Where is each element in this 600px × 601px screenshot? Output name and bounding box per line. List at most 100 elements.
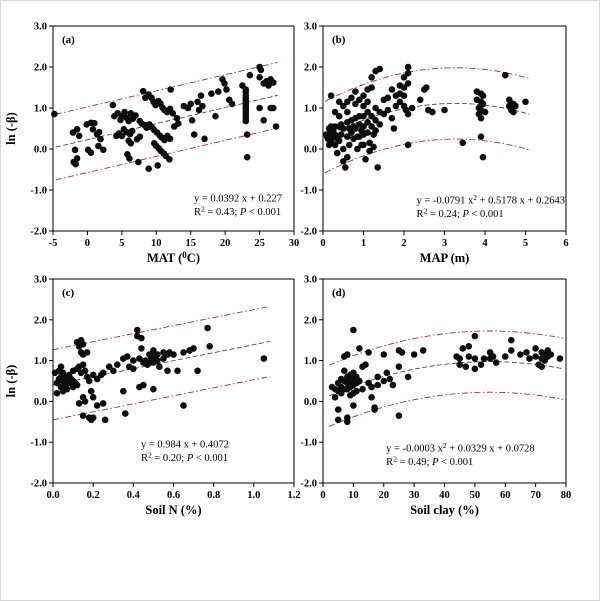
- data-point: [360, 141, 367, 149]
- data-point: [404, 69, 412, 77]
- data-point: [480, 355, 488, 362]
- data-point: [481, 108, 489, 116]
- data-point: [93, 402, 101, 409]
- data-point: [79, 412, 87, 420]
- x-tick-label: 1: [361, 238, 366, 249]
- data-point: [479, 153, 487, 161]
- regression-line: [55, 94, 278, 148]
- x-tick-label: 25: [254, 238, 265, 249]
- data-point: [341, 367, 348, 375]
- data-point: [532, 345, 539, 352]
- panel-b: 0 1 2 3 4 5 6 -2.0 -1.0 0.0 1.0 2.0 3.0 MAP (m) (b) y =…: [300, 22, 568, 266]
- data-point: [360, 112, 367, 120]
- equation-text: y = -0.0003 x2 + 0.0329 x + 0.0728: [386, 441, 534, 454]
- x-tick-label: 4: [482, 238, 488, 249]
- data-point: [368, 112, 375, 120]
- data-point: [175, 120, 182, 127]
- data-point: [87, 149, 95, 156]
- data-point: [118, 132, 126, 140]
- data-point: [404, 63, 412, 71]
- data-point: [145, 165, 152, 172]
- data-point: [331, 141, 339, 149]
- data-point: [135, 158, 142, 166]
- x-tick-label: 1.2: [287, 490, 300, 501]
- data-point: [335, 112, 343, 120]
- data-point: [180, 402, 187, 409]
- data-point: [187, 100, 194, 108]
- x-tick-label: 30: [289, 238, 300, 249]
- lower-confidence-band: [324, 138, 530, 174]
- data-point: [372, 127, 379, 134]
- data-point: [260, 117, 268, 124]
- data-point: [223, 86, 230, 93]
- data-point: [337, 131, 345, 138]
- data-point: [75, 400, 83, 407]
- data-point: [517, 351, 524, 358]
- x-tick-label: 5: [523, 238, 528, 249]
- data-point: [180, 349, 187, 356]
- data-point: [53, 389, 61, 397]
- x-tick-label: 10: [151, 238, 162, 249]
- data-point: [340, 102, 347, 110]
- data-point: [138, 345, 145, 352]
- data-point: [471, 355, 479, 362]
- data-point: [208, 90, 215, 97]
- data-point: [136, 133, 144, 140]
- data-point: [400, 74, 408, 81]
- data-point: [335, 98, 343, 106]
- data-point: [340, 145, 347, 153]
- x-tick-label: 2: [401, 238, 406, 249]
- stats-text: R2 = 0.20; P < 0.001: [141, 450, 228, 463]
- x-tick-label: 3: [442, 238, 447, 249]
- data-point: [73, 381, 81, 389]
- data-point: [371, 406, 378, 413]
- x-tick-label: 10: [348, 490, 359, 501]
- data-point: [441, 106, 448, 114]
- x-tick-label: 6: [563, 238, 568, 249]
- data-point: [429, 108, 436, 116]
- data-point: [459, 345, 467, 352]
- data-point: [169, 110, 177, 117]
- data-point: [384, 106, 392, 114]
- data-point: [91, 119, 98, 127]
- data-point: [365, 349, 372, 356]
- data-point: [63, 385, 71, 393]
- data-point: [398, 349, 406, 356]
- data-point: [404, 373, 412, 381]
- y-axis-title: ln (-β): [4, 365, 18, 398]
- data-point: [101, 416, 109, 424]
- data-point: [368, 84, 375, 91]
- data-point: [368, 383, 375, 391]
- data-point: [270, 79, 277, 86]
- data-point: [81, 398, 89, 405]
- y-tick-label: 1.0: [34, 104, 47, 115]
- data-point: [523, 349, 530, 356]
- data-point: [380, 377, 388, 385]
- data-point: [344, 133, 351, 140]
- data-point: [246, 71, 254, 79]
- data-point: [410, 351, 418, 358]
- data-point: [105, 363, 113, 371]
- data-point: [257, 66, 265, 74]
- data-point: [380, 351, 388, 358]
- data-point: [243, 153, 251, 161]
- y-tick-label: 2.0: [304, 315, 317, 326]
- x-tick-label: 0: [320, 490, 325, 501]
- data-point: [194, 98, 201, 106]
- data-point: [360, 123, 367, 130]
- data-point: [57, 363, 65, 371]
- data-point: [99, 400, 107, 407]
- data-point: [99, 369, 107, 377]
- data-point: [110, 367, 117, 375]
- data-point: [331, 108, 339, 116]
- data-point: [197, 92, 205, 99]
- data-point: [132, 112, 139, 119]
- data-point: [400, 84, 408, 91]
- data-point: [134, 326, 141, 334]
- data-point: [190, 345, 197, 352]
- scatter-points: [51, 63, 280, 172]
- data-point: [89, 126, 97, 133]
- data-point: [386, 375, 394, 383]
- y-tick-label: 0.0: [34, 397, 47, 408]
- data-point: [243, 131, 251, 138]
